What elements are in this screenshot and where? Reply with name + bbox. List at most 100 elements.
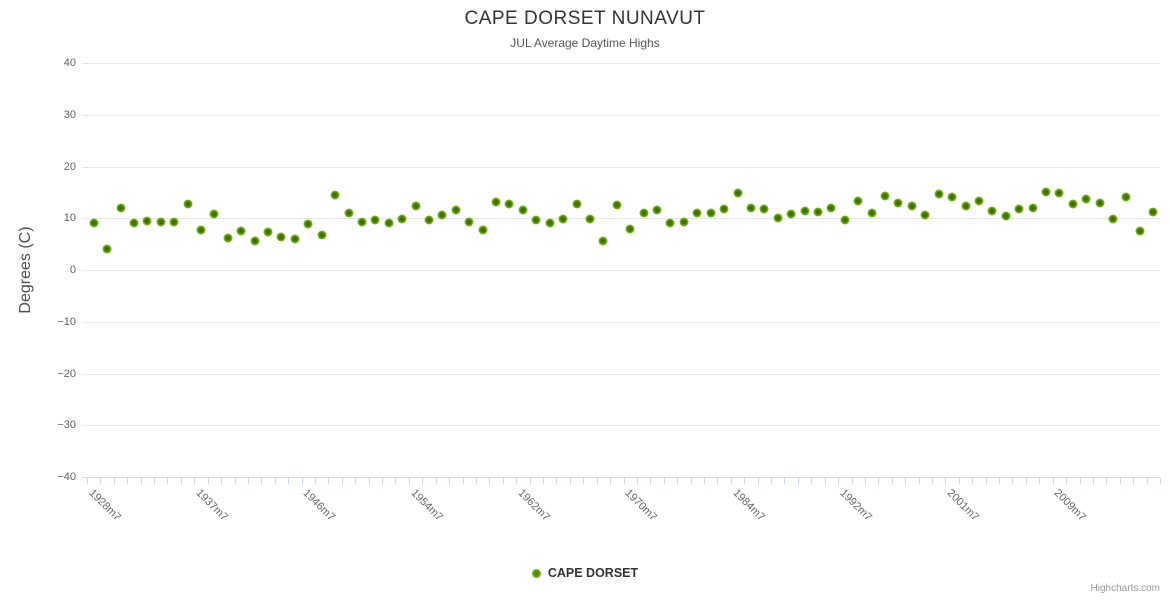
- x-tick: [757, 478, 759, 484]
- x-tick: [771, 478, 773, 484]
- data-point[interactable]: [518, 205, 528, 215]
- data-point[interactable]: [665, 218, 675, 228]
- x-tick-label: 1954m7: [408, 487, 445, 524]
- data-point[interactable]: [464, 217, 474, 227]
- data-point[interactable]: [598, 236, 608, 245]
- data-point[interactable]: [706, 208, 716, 218]
- data-point[interactable]: [531, 215, 541, 225]
- x-tick: [891, 478, 893, 484]
- x-tick-label: 2001m7: [944, 487, 982, 524]
- x-tick: [650, 478, 652, 484]
- data-point[interactable]: [987, 206, 997, 216]
- data-point[interactable]: [813, 207, 823, 217]
- data-point[interactable]: [1041, 187, 1051, 197]
- data-point[interactable]: [156, 217, 166, 227]
- data-point[interactable]: [773, 213, 783, 223]
- data-point[interactable]: [625, 224, 635, 234]
- data-point[interactable]: [424, 215, 434, 225]
- data-point[interactable]: [853, 196, 863, 206]
- data-point[interactable]: [223, 233, 233, 243]
- data-point[interactable]: [800, 206, 810, 216]
- data-point[interactable]: [478, 225, 488, 235]
- data-point[interactable]: [1001, 211, 1011, 221]
- x-tick: [395, 478, 397, 484]
- x-tick-label: 1928m7: [86, 487, 123, 524]
- data-point[interactable]: [397, 214, 407, 224]
- data-point[interactable]: [1135, 226, 1145, 236]
- data-point[interactable]: [639, 208, 649, 218]
- data-point[interactable]: [209, 209, 219, 219]
- data-point[interactable]: [1081, 194, 1091, 204]
- data-point[interactable]: [1108, 214, 1118, 224]
- data-point[interactable]: [612, 200, 622, 210]
- legend-item-cape-dorset[interactable]: CAPE DORSET: [531, 566, 639, 580]
- x-tick: [677, 478, 679, 484]
- data-point[interactable]: [840, 215, 850, 225]
- data-point[interactable]: [303, 219, 313, 229]
- data-point[interactable]: [102, 244, 112, 254]
- data-point[interactable]: [1095, 198, 1105, 208]
- data-point[interactable]: [317, 230, 327, 240]
- data-point[interactable]: [880, 191, 890, 201]
- x-tick: [864, 478, 866, 484]
- x-tick: [180, 478, 182, 484]
- data-point[interactable]: [1028, 203, 1038, 213]
- data-point[interactable]: [504, 199, 514, 209]
- x-tick: [140, 478, 142, 484]
- data-point[interactable]: [867, 208, 877, 218]
- data-point[interactable]: [826, 203, 836, 213]
- data-point[interactable]: [692, 208, 702, 218]
- data-point[interactable]: [451, 205, 461, 215]
- data-point[interactable]: [733, 188, 742, 198]
- data-point[interactable]: [1121, 192, 1131, 201]
- data-point[interactable]: [330, 190, 340, 200]
- data-point[interactable]: [142, 216, 152, 226]
- data-point[interactable]: [384, 218, 394, 228]
- x-tick-label: 1962m7: [515, 487, 553, 524]
- data-point[interactable]: [558, 214, 568, 224]
- data-point[interactable]: [786, 209, 796, 219]
- data-point[interactable]: [169, 217, 179, 227]
- data-point[interactable]: [920, 210, 930, 220]
- data-point[interactable]: [411, 201, 421, 211]
- data-point[interactable]: [236, 226, 246, 236]
- data-point[interactable]: [1148, 207, 1158, 217]
- data-point[interactable]: [585, 214, 595, 224]
- data-point[interactable]: [974, 196, 984, 206]
- data-point[interactable]: [116, 203, 126, 213]
- data-point[interactable]: [679, 217, 689, 227]
- data-point[interactable]: [370, 215, 380, 225]
- data-point[interactable]: [545, 218, 555, 228]
- data-point[interactable]: [1014, 204, 1024, 214]
- data-point[interactable]: [907, 201, 917, 211]
- data-point[interactable]: [719, 204, 729, 214]
- data-point[interactable]: [290, 234, 300, 244]
- data-point[interactable]: [652, 205, 662, 215]
- data-point[interactable]: [1068, 199, 1078, 209]
- data-point[interactable]: [183, 199, 193, 209]
- highcharts-credits-link[interactable]: Highcharts.com: [1090, 583, 1160, 594]
- x-tick: [1160, 478, 1161, 484]
- data-point[interactable]: [759, 204, 769, 214]
- data-point[interactable]: [746, 203, 756, 213]
- y-tick-label: 30: [63, 108, 76, 121]
- data-point[interactable]: [344, 208, 354, 218]
- data-point[interactable]: [129, 218, 139, 228]
- legend-label: CAPE DORSET: [547, 566, 639, 580]
- x-tick: [87, 478, 88, 484]
- data-point[interactable]: [947, 192, 957, 202]
- data-point[interactable]: [893, 198, 903, 208]
- data-point[interactable]: [491, 197, 501, 207]
- data-point[interactable]: [196, 225, 206, 235]
- data-point[interactable]: [89, 218, 99, 228]
- data-point[interactable]: [1054, 188, 1064, 198]
- data-point[interactable]: [437, 210, 447, 220]
- x-tick: [315, 478, 316, 484]
- data-point[interactable]: [357, 217, 367, 227]
- data-point[interactable]: [934, 189, 944, 199]
- data-point[interactable]: [276, 232, 286, 242]
- data-point[interactable]: [263, 227, 273, 237]
- data-point[interactable]: [961, 201, 971, 211]
- data-point[interactable]: [572, 199, 582, 209]
- data-point[interactable]: [250, 236, 260, 245]
